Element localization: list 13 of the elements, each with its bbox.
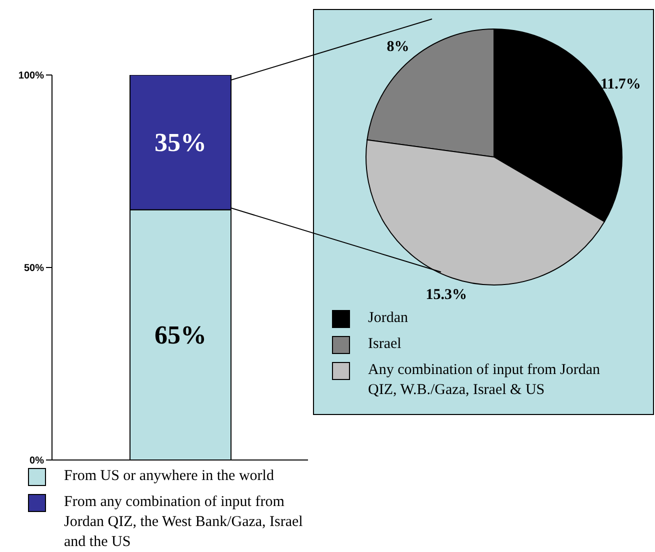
data-label: 15.3% bbox=[426, 287, 468, 304]
data-label: 11.7% bbox=[600, 76, 641, 92]
y-tick-label: 50% bbox=[24, 263, 44, 274]
y-tick-label: 100% bbox=[18, 70, 44, 82]
legend-label: Israel bbox=[368, 335, 402, 354]
y-tick-label: 0% bbox=[30, 456, 44, 467]
legend-label: From any combination of input from Jordan QIZ, the West Bank/Gaza, Israel and the US bbox=[64, 493, 304, 552]
legend-label: Jordan bbox=[368, 309, 408, 328]
data-label: 65% bbox=[154, 320, 206, 350]
data-label: 35% bbox=[154, 128, 206, 157]
legend-label: Any combination of input from Jordan QIZ, W.B./Gaza, Israel & US bbox=[368, 361, 602, 400]
legend-label: From US or anywhere in the world bbox=[64, 467, 274, 486]
data-label: 8% bbox=[386, 39, 410, 56]
